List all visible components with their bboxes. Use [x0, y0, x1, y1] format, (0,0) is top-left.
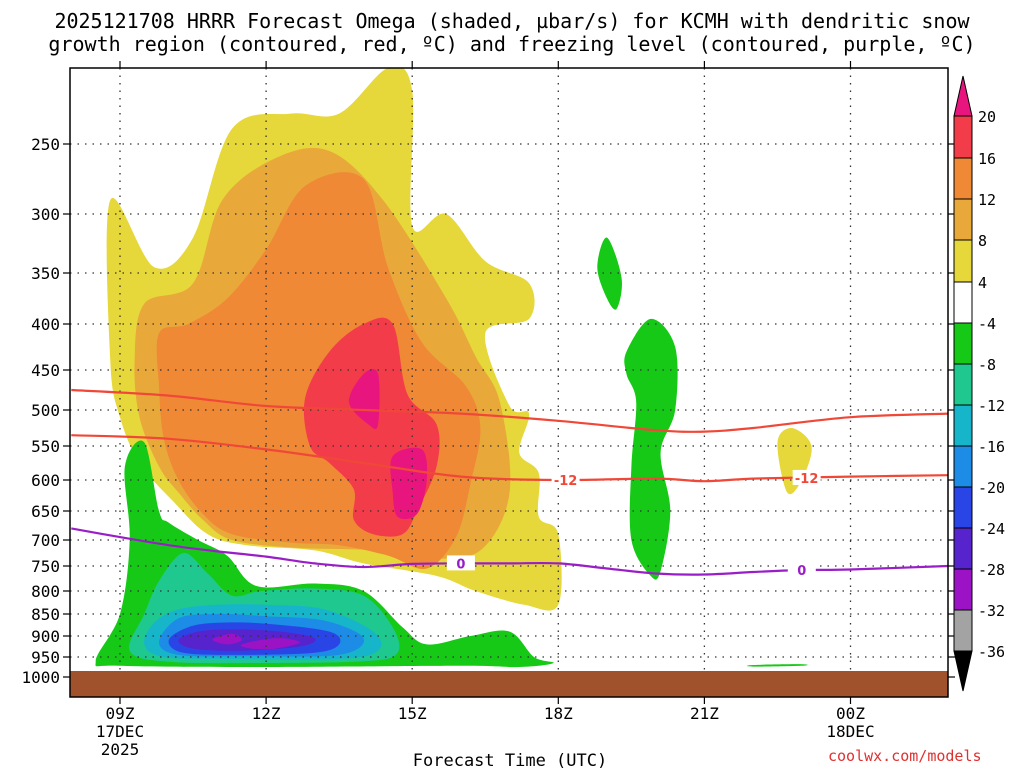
colorbar-box-2: [953, 198, 973, 241]
isotherm-label-freezing-0C-1: 0: [797, 564, 806, 579]
omega-region-13: [212, 633, 242, 645]
y-tick-label-450: 450: [31, 361, 60, 380]
x-tick-label-18-0: 18Z: [544, 704, 573, 723]
colorbar-box-3: [953, 239, 973, 283]
y-tick-label-1000: 1000: [21, 668, 60, 687]
colorbar-label-2: 12: [978, 191, 996, 209]
colorbar-box-5: [953, 322, 973, 365]
colorbar-box-1: [953, 157, 973, 200]
isotherm-label-bg-freezing-0C-0: [446, 555, 475, 571]
omega-region-16: [624, 318, 678, 580]
x-tick-label-24-0: 00Z: [836, 704, 865, 723]
title-line-2: growth region (contoured, red, ºC) and f…: [48, 32, 975, 56]
y-tick-label-850: 850: [31, 605, 60, 624]
colorbar-label-7: -12: [978, 397, 1005, 415]
colorbar-box-4: [953, 281, 973, 324]
isotherm-dendritic-12C: [71, 434, 948, 483]
colorbar-box-12: [953, 609, 973, 652]
colorbar-label-9: -20: [978, 479, 1005, 497]
omega-region-5: [390, 447, 428, 520]
x-tick-label-12-0: 12Z: [252, 704, 281, 723]
omega-shading: [70, 68, 948, 697]
colorbar-box-7: [953, 404, 973, 447]
colorbar-box-10: [953, 527, 973, 570]
x-axis-label: Forecast Time (UTC): [413, 751, 607, 768]
x-tick-label-9-2: 2025: [101, 740, 140, 759]
y-tick-label-950: 950: [31, 648, 60, 667]
isotherm-label-bg-dendritic-12C-1: [792, 469, 821, 485]
colorbar-label-12: -32: [978, 602, 1005, 620]
isotherm-label-bg-freezing-0C-1: [787, 562, 816, 577]
colorbar-label-8: -16: [978, 438, 1005, 456]
isotherm-contours: -12 -12 0 0: [71, 388, 948, 579]
colorbar-arrow-bottom: [953, 650, 973, 692]
isotherm-dendritic-upper: [71, 388, 948, 433]
ground-layer: [70, 671, 948, 697]
colorbar-label-13: -36: [978, 643, 1005, 661]
colorbar-box-8: [953, 445, 973, 488]
colorbar: 20 16 12 8 4 -4 -8 -12 -16 -20 -24 -28 -32 -36: [953, 75, 1005, 692]
colorbar-label-5: -4: [978, 315, 996, 333]
x-tick-label-9-0: 09Z: [106, 704, 135, 723]
colorbar-label-11: -28: [978, 561, 1005, 579]
axes: 250 300 350 400 450 500 550 600 650 700 750 800 850 9…: [21, 61, 955, 759]
y-tick-label-550: 550: [31, 437, 60, 456]
plot-area: [70, 68, 948, 697]
y-tick-label-650: 650: [31, 502, 60, 521]
isotherm-freezing-0C: [71, 527, 948, 576]
y-tick-label-700: 700: [31, 531, 60, 550]
colorbar-label-4: 4: [978, 274, 987, 292]
omega-region-17: [747, 664, 808, 667]
omega-region-14: [240, 638, 301, 650]
omega-region-15: [597, 237, 622, 310]
x-tick-label-24-1: 18DEC: [826, 722, 874, 741]
y-tick-label-900: 900: [31, 627, 60, 646]
x-tick-label-15-0: 15Z: [398, 704, 427, 723]
y-tick-label-500: 500: [31, 401, 60, 420]
title-line-1: 2025121708 HRRR Forecast Omega (shaded, …: [54, 9, 970, 33]
credit-text: coolwx.com/models: [828, 747, 982, 765]
colorbar-box-6: [953, 363, 973, 406]
colorbar-label-0: 20: [978, 108, 996, 126]
y-tick-label-350: 350: [31, 264, 60, 283]
isotherm-label-bg-dendritic-12C-0: [551, 472, 580, 487]
colorbar-label-10: -24: [978, 520, 1005, 538]
y-tick-label-400: 400: [31, 315, 60, 334]
title: 2025121708 HRRR Forecast Omega (shaded, …: [48, 9, 975, 56]
y-tick-label-600: 600: [31, 471, 60, 490]
colorbar-label-6: -8: [978, 356, 996, 374]
colorbar-label-1: 16: [978, 150, 996, 168]
isotherm-label-dendritic-12C-0: -12: [554, 474, 578, 489]
isotherm-label-freezing-0C-0: 0: [456, 557, 465, 572]
x-tick-label-21-0: 21Z: [690, 704, 719, 723]
omega-region-4: [348, 368, 380, 430]
isotherm-label-dendritic-12C-1: -12: [795, 472, 819, 487]
colorbar-label-3: 8: [978, 232, 987, 250]
colorbar-box-11: [953, 568, 973, 611]
colorbar-box-0: [953, 115, 973, 159]
colorbar-arrow-top: [953, 75, 973, 117]
colorbar-box-9: [953, 486, 973, 529]
y-tick-label-800: 800: [31, 582, 60, 601]
x-tick-label-9-1: 17DEC: [96, 722, 144, 741]
y-tick-label-250: 250: [31, 135, 60, 154]
plot-frame: [69, 67, 949, 698]
y-tick-label-750: 750: [31, 557, 60, 576]
y-tick-label-300: 300: [31, 205, 60, 224]
